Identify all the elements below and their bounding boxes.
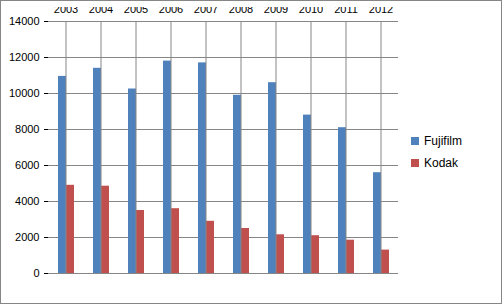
- svg-text:2010: 2010: [299, 7, 323, 15]
- svg-text:2004: 2004: [89, 7, 113, 15]
- svg-text:6000: 6000: [15, 159, 39, 171]
- svg-text:2003: 2003: [54, 7, 78, 15]
- html-text:Kodak: Kodak: [424, 156, 458, 170]
- svg-text:2006: 2006: [159, 7, 183, 15]
- svg-text:14000: 14000: [9, 15, 40, 27]
- svg-text:2005: 2005: [124, 7, 148, 15]
- svg-text:2009: 2009: [264, 7, 288, 15]
- svg-text:10000: 10000: [9, 87, 40, 99]
- svg-text:0: 0: [33, 267, 39, 279]
- svg-text:2012: 2012: [369, 7, 393, 15]
- svg-text:2000: 2000: [15, 231, 39, 243]
- svg-text:2007: 2007: [194, 7, 218, 15]
- svg-text:4000: 4000: [15, 195, 39, 207]
- svg-text:8000: 8000: [15, 123, 39, 135]
- svg-text:2008: 2008: [229, 7, 253, 15]
- svg-text:2011: 2011: [334, 7, 358, 15]
- html-text:Fujifilm: Fujifilm: [424, 134, 462, 148]
- svg-text:12000: 12000: [9, 51, 40, 63]
